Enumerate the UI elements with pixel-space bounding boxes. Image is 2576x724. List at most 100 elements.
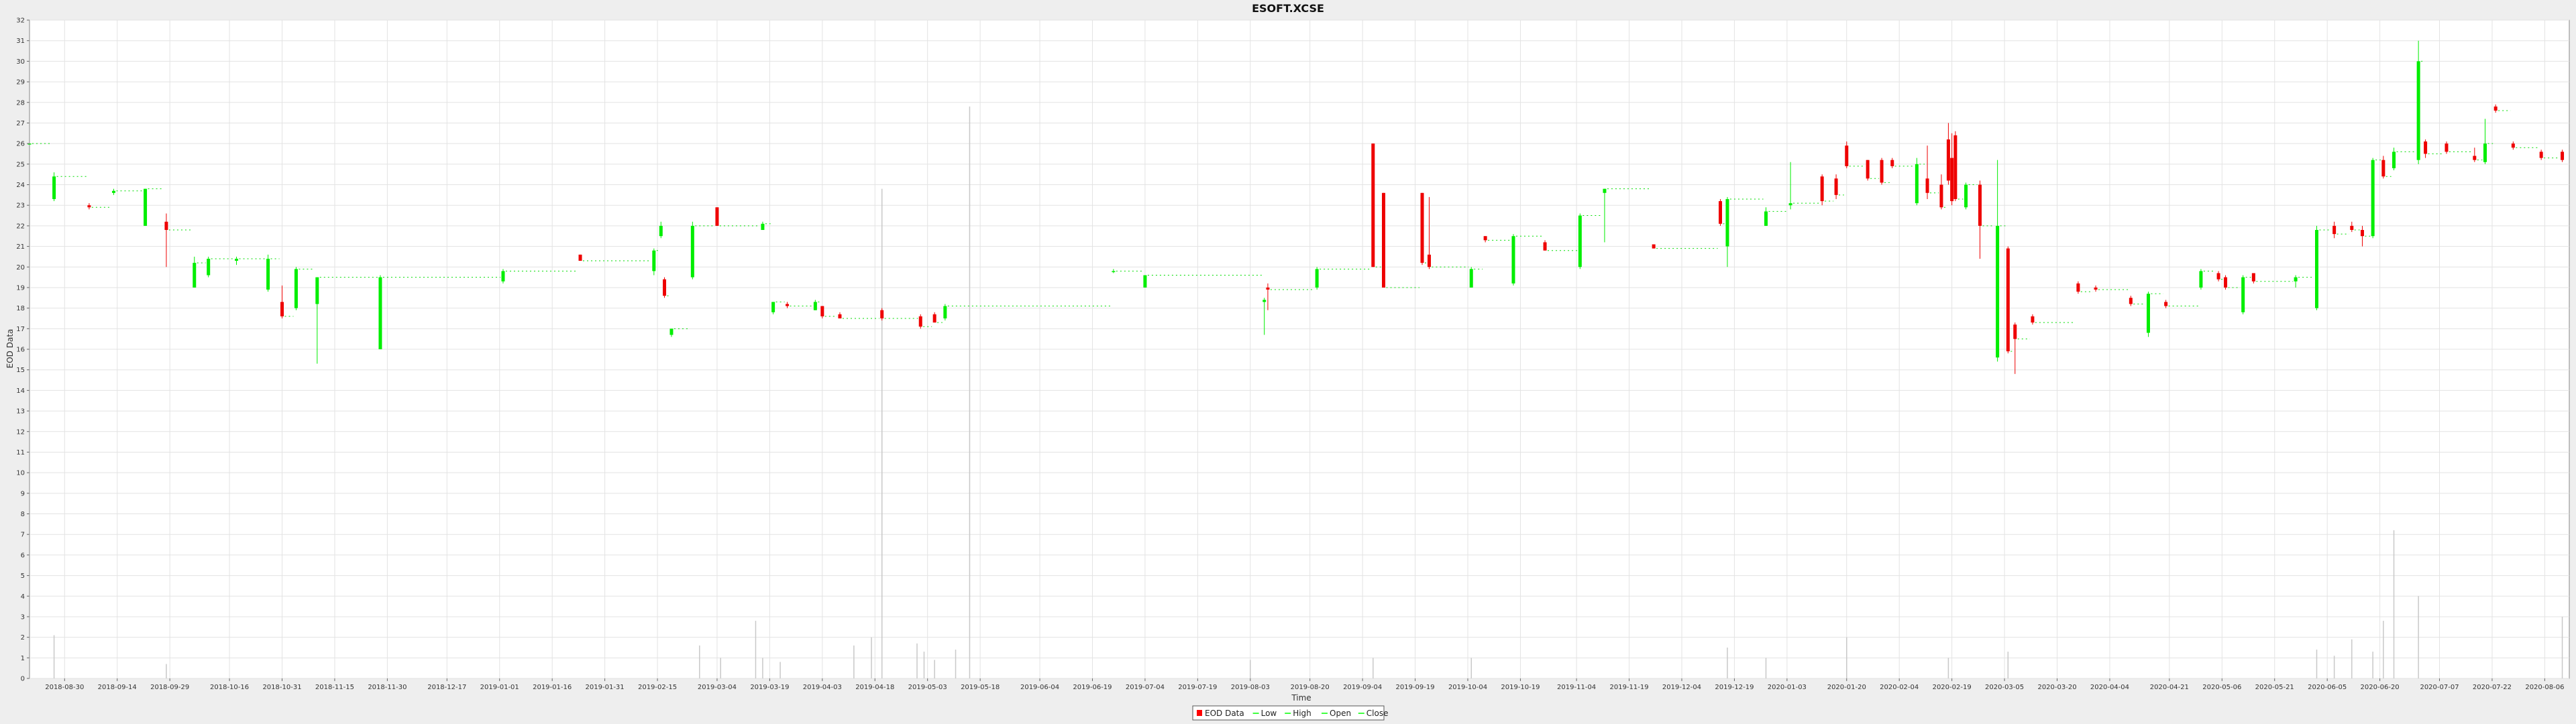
x-tick-label: 2019-10-04 bbox=[1448, 684, 1487, 691]
candle-body bbox=[378, 277, 382, 349]
candle-body bbox=[820, 306, 824, 316]
candle-body bbox=[1719, 201, 1723, 224]
x-tick-label: 2019-02-15 bbox=[638, 684, 677, 691]
candle bbox=[690, 221, 694, 280]
candle-body bbox=[1420, 192, 1424, 263]
x-tick-label: 2019-10-19 bbox=[1501, 684, 1540, 691]
candle bbox=[2483, 119, 2487, 164]
candle bbox=[943, 304, 947, 321]
x-tick-label: 2020-04-04 bbox=[2090, 684, 2129, 691]
candle bbox=[1788, 162, 1792, 210]
x-tick-label: 2019-09-19 bbox=[1396, 684, 1435, 691]
candle bbox=[2371, 158, 2375, 239]
candle bbox=[2473, 147, 2477, 162]
candle bbox=[918, 314, 922, 329]
candle bbox=[1511, 234, 1515, 286]
candle-body bbox=[2216, 273, 2220, 280]
candle-body bbox=[1315, 269, 1319, 288]
candle-body bbox=[1845, 145, 1849, 166]
candle bbox=[1263, 298, 1267, 335]
y-tick-label: 20 bbox=[16, 264, 25, 272]
candle-body bbox=[1925, 178, 1929, 193]
x-tick-label: 2020-05-21 bbox=[2255, 684, 2294, 691]
candle bbox=[2031, 314, 2035, 325]
y-tick-label: 17 bbox=[16, 326, 25, 333]
candle bbox=[1725, 196, 1729, 267]
candle bbox=[2224, 275, 2228, 290]
candle bbox=[715, 207, 719, 226]
candle bbox=[2241, 275, 2245, 314]
y-tick-label: 18 bbox=[16, 305, 25, 312]
y-tick-label: 13 bbox=[16, 408, 25, 416]
x-tick-label: 2019-01-16 bbox=[533, 684, 572, 691]
candle bbox=[659, 221, 663, 239]
candle bbox=[315, 277, 319, 364]
x-tick-label: 2020-01-20 bbox=[1827, 684, 1866, 691]
candle-body bbox=[1266, 287, 1270, 290]
candle-body bbox=[2360, 230, 2364, 237]
legend-label: High bbox=[1293, 709, 1311, 718]
candle bbox=[2332, 221, 2337, 239]
candle-body bbox=[669, 328, 674, 335]
candle-body bbox=[2164, 302, 2168, 306]
y-tick-label: 26 bbox=[16, 141, 25, 148]
x-tick-label: 2020-06-20 bbox=[2361, 684, 2400, 691]
candle bbox=[1543, 240, 1547, 251]
candle bbox=[1427, 196, 1431, 269]
candle-body bbox=[1112, 271, 1116, 272]
legend-item: Close bbox=[1358, 709, 1389, 718]
candle bbox=[1866, 160, 1870, 181]
y-tick-label: 28 bbox=[16, 99, 25, 107]
candle bbox=[294, 267, 298, 310]
candle-body bbox=[1890, 160, 1894, 166]
candle-body bbox=[1725, 198, 1729, 247]
legend-item: Open bbox=[1322, 709, 1351, 718]
y-tick-label: 7 bbox=[21, 532, 25, 539]
legend-item: Low bbox=[1252, 709, 1277, 718]
candle-body bbox=[1382, 192, 1386, 288]
candles bbox=[28, 40, 2565, 374]
x-tick-label: 2020-01-03 bbox=[1768, 684, 1807, 691]
x-tick-label: 2019-03-19 bbox=[750, 684, 789, 691]
candle bbox=[1266, 283, 1270, 310]
y-tick-label: 16 bbox=[16, 347, 25, 354]
x-tick-label: 2019-01-01 bbox=[480, 684, 519, 691]
candle bbox=[1483, 236, 1487, 243]
y-tick-label: 1 bbox=[21, 655, 25, 662]
x-tick-label: 2020-06-05 bbox=[2308, 684, 2347, 691]
candle bbox=[193, 256, 197, 288]
candle-body bbox=[1880, 160, 1884, 183]
candle-body bbox=[2445, 143, 2449, 152]
candle bbox=[2076, 281, 2080, 294]
candle-body bbox=[2473, 156, 2477, 160]
candle-body bbox=[1371, 143, 1375, 267]
candle bbox=[1371, 143, 1375, 267]
candle-body bbox=[2392, 152, 2396, 168]
candle-body bbox=[943, 306, 947, 318]
candle-body bbox=[690, 225, 694, 278]
candle-body bbox=[1578, 215, 1582, 267]
candle bbox=[1382, 192, 1386, 288]
x-tick-label: 2019-06-04 bbox=[1020, 684, 1059, 691]
candle-body bbox=[1953, 135, 1957, 199]
legend: EOD Data Low High Open Close bbox=[1192, 705, 1389, 721]
y-tick-label: 8 bbox=[21, 511, 25, 518]
x-tick-label: 2019-09-04 bbox=[1343, 684, 1382, 691]
candle bbox=[1996, 160, 2000, 362]
candle-body bbox=[2381, 160, 2385, 177]
candle-body bbox=[2013, 324, 2017, 339]
candle bbox=[1652, 244, 1656, 249]
x-tick-label: 2019-12-04 bbox=[1662, 684, 1701, 691]
candle-body bbox=[52, 176, 56, 199]
candle bbox=[2392, 147, 2396, 171]
candle-body bbox=[2561, 152, 2565, 160]
grid-lines bbox=[30, 19, 2569, 679]
candle bbox=[2350, 221, 2354, 233]
x-axis: 2018-08-30 2018-09-14 2018-09-29 2018-10-16… bbox=[45, 678, 2564, 691]
candle-body bbox=[1834, 178, 1838, 195]
y-tick-label: 31 bbox=[16, 38, 25, 45]
candle-body bbox=[28, 143, 32, 145]
x-tick-label: 2019-04-03 bbox=[803, 684, 842, 691]
candle-body bbox=[2416, 61, 2420, 160]
legend-label: Close bbox=[1366, 709, 1389, 718]
